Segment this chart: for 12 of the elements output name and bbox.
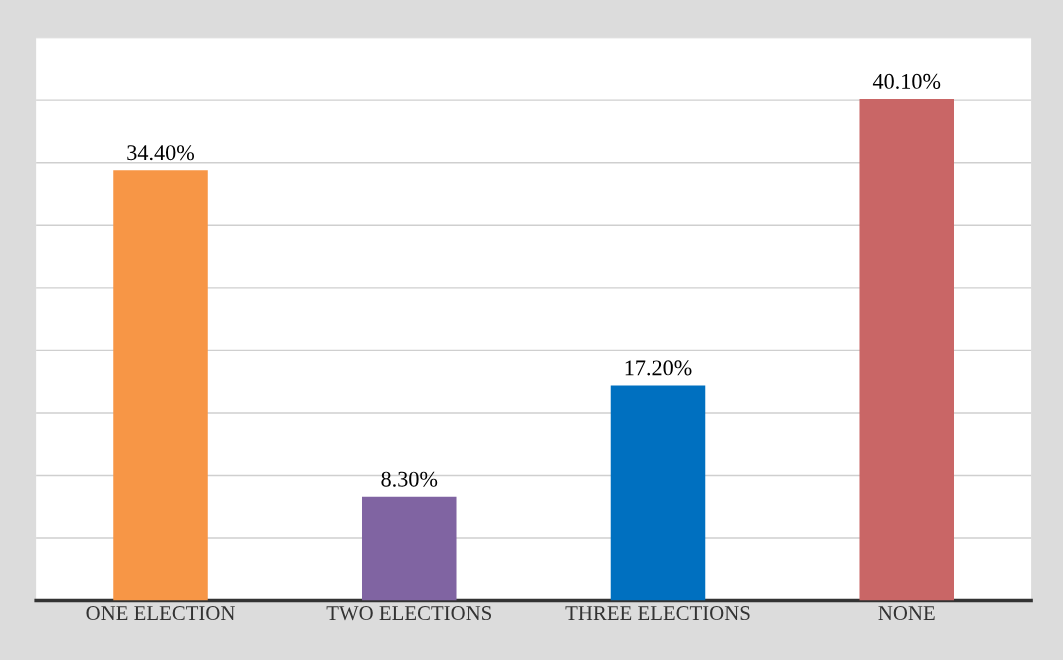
data-label: 34.40%: [127, 145, 195, 161]
x-tick-label: THREE ELECTIONS: [565, 606, 750, 621]
x-tick-label: TWO ELECTIONS: [326, 606, 491, 621]
bar: [859, 98, 954, 601]
data-label: 17.20%: [625, 360, 692, 376]
bar: [610, 385, 706, 601]
x-tick-label: NONE: [878, 606, 935, 621]
bar: [113, 170, 208, 601]
x-tick-label: ONE ELECTION: [86, 606, 235, 621]
data-label: 8.30%: [381, 471, 438, 487]
bar: [361, 496, 457, 601]
data-label: 40.10%: [872, 73, 941, 89]
